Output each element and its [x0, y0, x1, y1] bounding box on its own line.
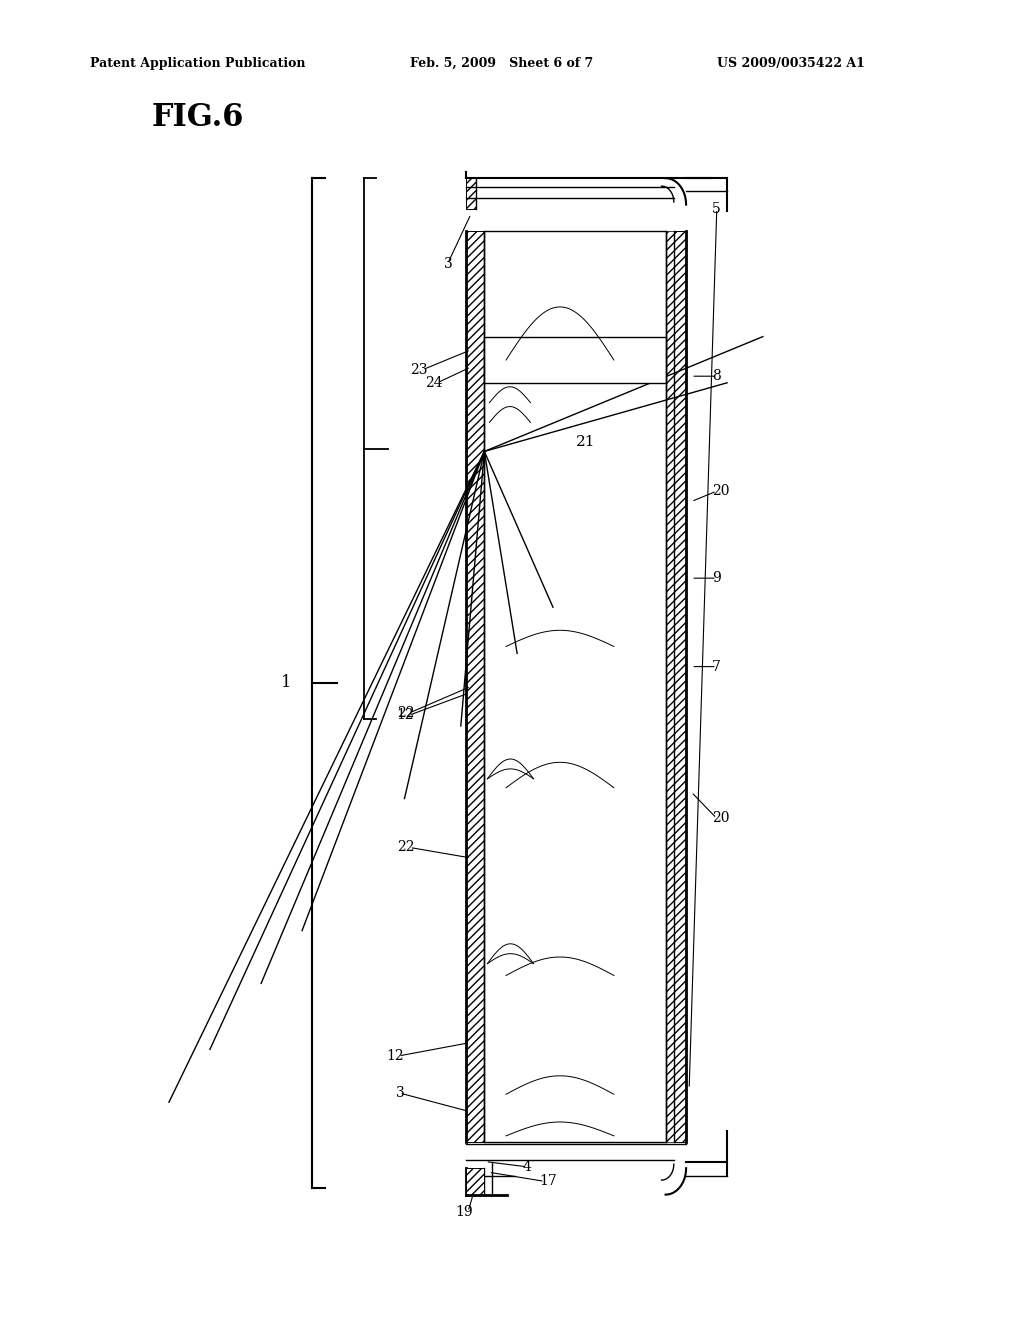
- Text: 7: 7: [712, 660, 721, 673]
- Polygon shape: [674, 231, 686, 1142]
- Text: Patent Application Publication: Patent Application Publication: [90, 57, 305, 70]
- Text: 12: 12: [386, 1049, 403, 1063]
- Polygon shape: [484, 231, 666, 1142]
- Polygon shape: [484, 231, 666, 383]
- Text: 8: 8: [712, 370, 721, 383]
- Text: US 2009/0035422 A1: US 2009/0035422 A1: [717, 57, 864, 70]
- Text: 12: 12: [396, 709, 414, 722]
- Polygon shape: [466, 198, 674, 224]
- Text: 3: 3: [395, 1086, 404, 1100]
- Text: 5: 5: [712, 202, 721, 215]
- Text: 4: 4: [522, 1160, 531, 1173]
- Text: 21: 21: [575, 436, 596, 449]
- Polygon shape: [466, 1168, 484, 1195]
- Text: FIG.6: FIG.6: [152, 102, 244, 132]
- Polygon shape: [484, 232, 666, 383]
- Text: 19: 19: [456, 1205, 473, 1218]
- Text: 23: 23: [411, 363, 428, 376]
- Text: 24: 24: [425, 376, 442, 389]
- Polygon shape: [466, 231, 484, 1142]
- Polygon shape: [466, 1148, 674, 1188]
- Text: 9: 9: [712, 572, 721, 585]
- Text: Feb. 5, 2009   Sheet 6 of 7: Feb. 5, 2009 Sheet 6 of 7: [410, 57, 593, 70]
- Text: 3: 3: [443, 257, 453, 271]
- Polygon shape: [484, 337, 666, 383]
- Text: 20: 20: [712, 484, 729, 498]
- Polygon shape: [666, 231, 674, 1142]
- Text: 17: 17: [540, 1175, 557, 1188]
- Text: 22: 22: [397, 841, 415, 854]
- Text: 1: 1: [282, 675, 292, 690]
- Polygon shape: [466, 178, 476, 209]
- Polygon shape: [484, 231, 666, 1142]
- Text: 20: 20: [712, 812, 729, 825]
- Text: 22: 22: [397, 706, 415, 719]
